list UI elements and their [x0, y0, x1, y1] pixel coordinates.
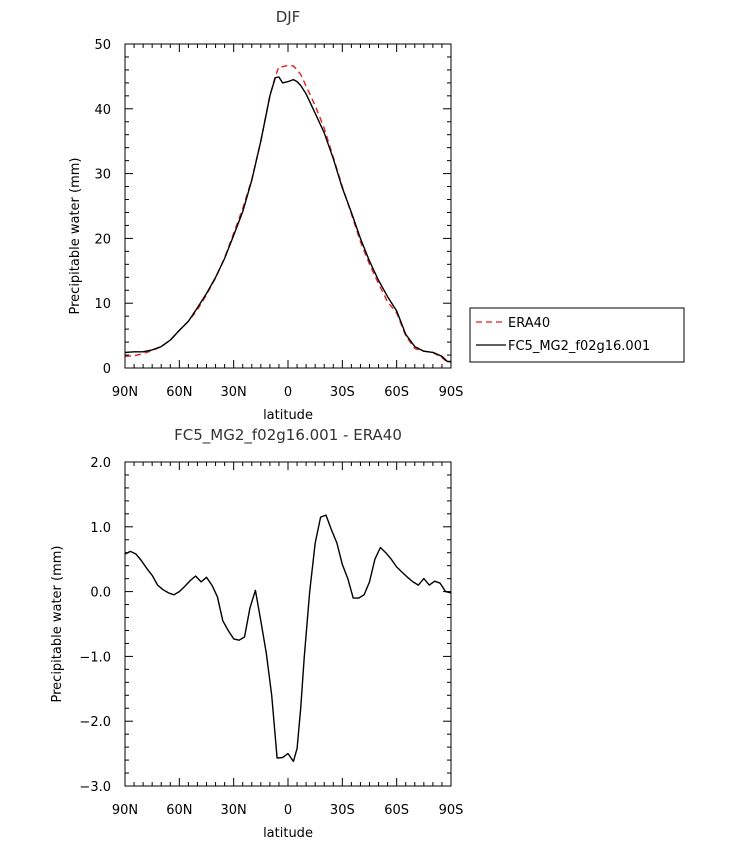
legend-box: [469, 307, 685, 363]
top-x-tick-label: 30N: [221, 385, 247, 400]
bottom-y-tick-label: 0.0: [90, 586, 111, 601]
top-y-tick-label: 30: [94, 168, 111, 183]
bottom-plot-axes: 90N 60N 30N 0 30S 60S 90S 2.0 1.0 0.0 −1.0 −2.0 −3.0: [79, 456, 463, 818]
top-plot-axes: 90N 60N 30N 0 30S 60S 90S 0 10 20 30 40 50: [94, 38, 463, 400]
top-x-tick-label: 90S: [439, 385, 464, 400]
top-series-line-0: [124, 64, 451, 363]
bottom-x-tick-label: 90S: [439, 803, 464, 818]
top-plot-series: [124, 64, 451, 363]
top-x-axis-label: latitude: [263, 408, 313, 423]
legend-label-era40: ERA40: [508, 316, 550, 331]
bottom-y-tick-label: −1.0: [79, 650, 111, 665]
top-series-line-1: [124, 76, 451, 363]
top-panel: DJF Precipitable water (mm) latitude 90N…: [68, 8, 463, 423]
bottom-x-tick-label: 30S: [330, 803, 355, 818]
top-x-tick-label: 30S: [330, 385, 355, 400]
bottom-x-tick-label: 60N: [166, 803, 192, 818]
bottom-x-axis-label: latitude: [263, 826, 313, 841]
top-y-tick-label: 10: [94, 297, 111, 312]
top-x-tick-label: 0: [284, 385, 292, 400]
bottom-y-tick-label: −2.0: [79, 715, 111, 730]
bottom-x-tick-label: 60S: [384, 803, 409, 818]
top-y-tick-label: 40: [94, 103, 111, 118]
bottom-y-tick-label: −3.0: [79, 780, 111, 795]
top-y-tick-label: 20: [94, 232, 111, 247]
bottom-plot-frame: [124, 461, 452, 787]
legend-label-fc5: FC5_MG2_f02g16.001: [508, 339, 650, 354]
top-y-axis-label: Precipitable water (mm): [68, 158, 83, 315]
bottom-panel: FC5_MG2_f02g16.001 - ERA40 Precipitable …: [50, 426, 463, 841]
bottom-x-tick-label: 0: [284, 803, 292, 818]
bottom-title: FC5_MG2_f02g16.001 - ERA40: [174, 426, 402, 445]
bottom-y-axis-label: Precipitable water (mm): [50, 546, 65, 703]
bottom-series-line-0: [124, 514, 452, 763]
top-x-tick-label: 60S: [384, 385, 409, 400]
top-title: DJF: [276, 8, 301, 26]
top-x-tick-label: 90N: [112, 385, 138, 400]
top-y-tick-label: 50: [94, 38, 111, 53]
top-y-tick-label: 0: [103, 362, 111, 377]
bottom-y-tick-label: 2.0: [90, 456, 111, 471]
bottom-x-tick-label: 90N: [112, 803, 138, 818]
top-x-tick-label: 60N: [166, 385, 192, 400]
bottom-x-tick-label: 30N: [221, 803, 247, 818]
top-plot-frame: [124, 43, 452, 369]
legend: ERA40 FC5_MG2_f02g16.001: [469, 307, 685, 363]
bottom-y-tick-label: 1.0: [90, 521, 111, 536]
bottom-plot-series: [124, 514, 452, 763]
